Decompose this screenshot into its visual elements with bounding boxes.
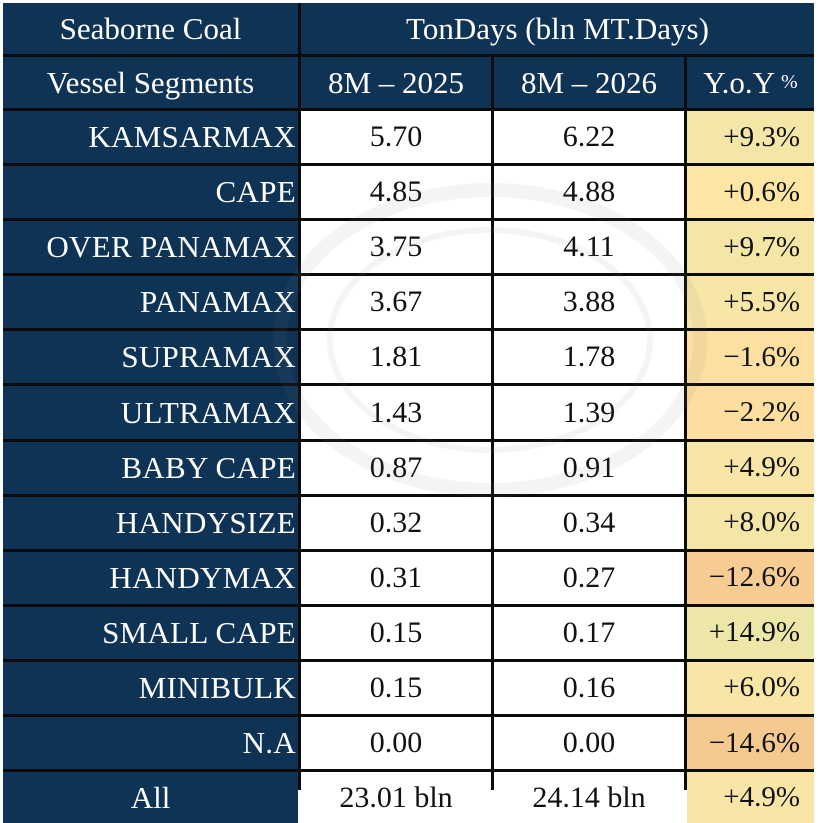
value-2025: 3.67 — [301, 276, 491, 329]
yoy-change: +0.6% — [687, 166, 814, 219]
value-2026: 0.00 — [494, 717, 684, 770]
header-title-right: TonDays (bln MT.Days) — [301, 3, 814, 54]
value-2025: 0.15 — [301, 606, 491, 659]
segment-name: BABY CAPE — [3, 441, 298, 494]
value-2025: 0.00 — [301, 717, 491, 770]
value-2025: 0.32 — [301, 496, 491, 549]
total-2025: 23.01 bln — [301, 772, 491, 823]
value-2026: 0.16 — [494, 661, 684, 715]
total-label: All — [3, 772, 298, 823]
value-2025: 1.43 — [301, 386, 491, 439]
yoy-change: −1.6% — [687, 331, 814, 384]
yoy-change: +9.3% — [687, 111, 814, 164]
value-2026: 4.88 — [494, 166, 684, 219]
yoy-change: +14.9% — [687, 606, 814, 659]
value-2025: 0.31 — [301, 551, 491, 604]
segment-name: PANAMAX — [3, 276, 298, 329]
value-2026: 3.88 — [494, 276, 684, 329]
value-2026: 6.22 — [494, 111, 684, 164]
segment-name: KAMSARMAX — [3, 111, 298, 164]
value-2025: 3.75 — [301, 221, 491, 274]
segment-name: CAPE — [3, 166, 298, 219]
yoy-change: −14.6% — [687, 717, 814, 770]
yoy-change: +4.9% — [687, 441, 814, 494]
value-2026: 0.27 — [494, 551, 684, 604]
value-2026: 4.11 — [494, 221, 684, 274]
value-2025: 0.15 — [301, 661, 491, 715]
value-2026: 0.17 — [494, 606, 684, 659]
segment-name: OVER PANAMAX — [3, 221, 298, 274]
tonday-table: Seaborne Coal TonDays (bln MT.Days) Vess… — [3, 3, 814, 823]
value-2026: 1.78 — [494, 331, 684, 384]
value-2025: 4.85 — [301, 166, 491, 219]
yoy-change: −12.6% — [687, 551, 814, 604]
value-2025: 5.70 — [301, 111, 491, 164]
header-col-yoy-label: Y.o.Y — [703, 64, 776, 100]
yoy-change: +6.0% — [687, 661, 814, 715]
segment-name: SUPRAMAX — [3, 331, 298, 384]
header-col-yoy-unit: % — [781, 71, 798, 93]
segment-name: HANDYMAX — [3, 551, 298, 604]
total-2026: 24.14 bln — [494, 772, 684, 823]
value-2026: 1.39 — [494, 386, 684, 439]
segment-name: MINIBULK — [3, 661, 298, 715]
header-title-left: Seaborne Coal — [3, 3, 298, 54]
header-col-2026: 8M – 2026 — [494, 57, 684, 108]
yoy-change: −2.2% — [687, 386, 814, 439]
yoy-change: +9.7% — [687, 221, 814, 274]
header-col-yoy: Y.o.Y % — [687, 57, 814, 108]
segment-name: SMALL CAPE — [3, 606, 298, 659]
segment-name: ULTRAMAX — [3, 386, 298, 439]
yoy-change: +8.0% — [687, 496, 814, 549]
total-yoy: +4.9% — [687, 772, 814, 823]
segment-name: HANDYSIZE — [3, 496, 298, 549]
value-2025: 0.87 — [301, 441, 491, 494]
value-2026: 0.91 — [494, 441, 684, 494]
header-col-2025: 8M – 2025 — [301, 57, 491, 108]
value-2026: 0.34 — [494, 496, 684, 549]
yoy-change: +5.5% — [687, 276, 814, 329]
segment-name: N.A — [3, 717, 298, 770]
value-2025: 1.81 — [301, 331, 491, 384]
header-col-segments: Vessel Segments — [3, 57, 298, 108]
